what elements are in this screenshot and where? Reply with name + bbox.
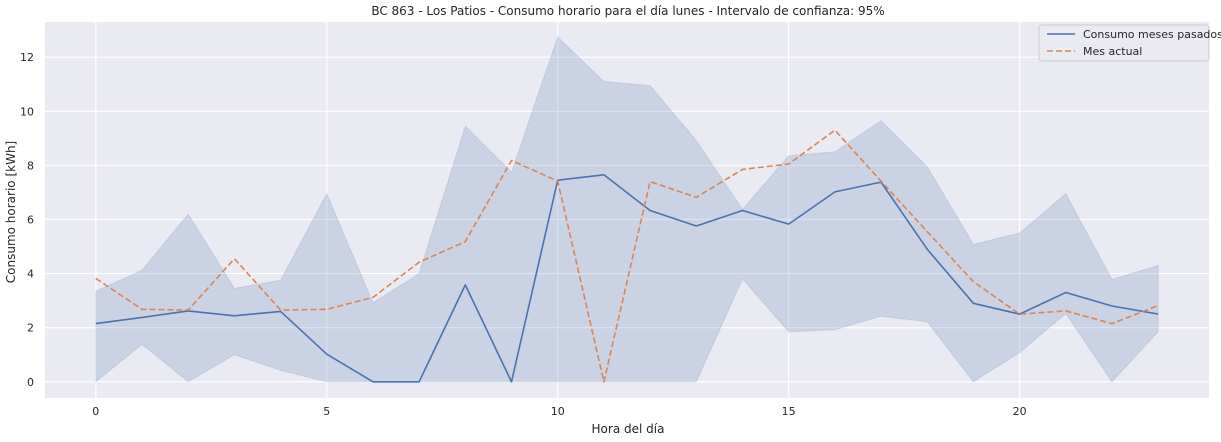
x-tick-label: 20 xyxy=(1013,405,1027,418)
legend-label-consumo-meses-pasados: Consumo meses pasados xyxy=(1083,28,1221,41)
y-tick-label: 4 xyxy=(27,268,34,281)
legend: Consumo meses pasados Mes actual xyxy=(1038,24,1221,62)
y-tick-label: 2 xyxy=(27,322,34,335)
x-tick-label: 0 xyxy=(92,405,99,418)
legend-label-mes-actual: Mes actual xyxy=(1083,45,1142,58)
plot-background xyxy=(45,22,1209,398)
x-axis-label: Hora del día xyxy=(592,422,665,436)
x-tick-labels: 0 5 10 15 20 xyxy=(92,405,1026,418)
y-gridlines xyxy=(45,56,1209,383)
y-tick-label: 12 xyxy=(20,51,34,64)
y-tick-labels: 0 2 4 6 8 10 12 xyxy=(20,51,34,389)
legend-box xyxy=(1038,24,1210,62)
series-line-mes-actual xyxy=(95,129,1159,383)
y-tick-label: 6 xyxy=(27,213,34,226)
y-tick-label: 0 xyxy=(27,376,34,389)
y-tick-label: 10 xyxy=(20,105,34,118)
x-tick-label: 15 xyxy=(782,405,796,418)
series-line-consumo-meses-pasados xyxy=(95,174,1159,383)
x-gridlines xyxy=(95,22,1021,398)
x-tick-label: 10 xyxy=(551,405,565,418)
chart-title: BC 863 - Los Patios - Consumo horario pa… xyxy=(371,4,884,18)
x-tick-label: 5 xyxy=(323,405,330,418)
y-tick-label: 8 xyxy=(27,159,34,172)
y-axis-label: Consumo horario [kWh] xyxy=(4,141,18,283)
